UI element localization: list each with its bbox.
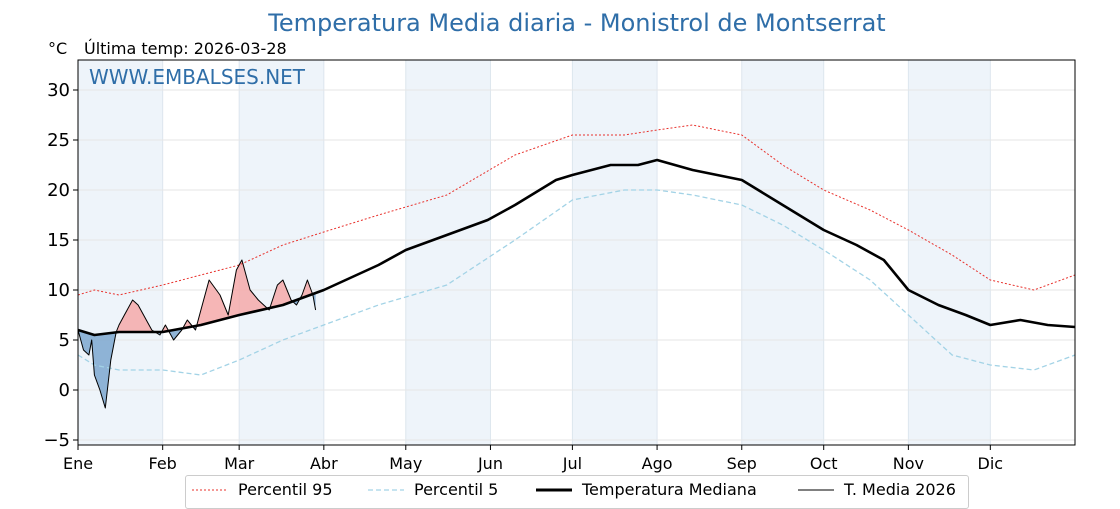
x-axis: Ene Feb Mar Abr May Jun Jul Ago Sep Oct Nov Dic [63,445,1003,473]
chart-title: Temperatura Media diaria - Monistrol de … [267,9,885,37]
y-tick-label: 10 [47,280,70,301]
x-tick-label: Sep [727,454,757,473]
legend-item-p95: Percentil 95 [192,480,333,499]
x-tick-label: Feb [149,454,177,473]
y-tick-label: 30 [47,80,70,101]
month-bands [78,60,990,445]
y-tick-label: 15 [47,230,70,251]
y-axis: −5 0 5 10 15 20 25 30 [43,80,78,451]
legend-swatch-median [536,484,572,496]
x-tick-label: May [389,454,422,473]
legend-label-median: Temperatura Mediana [582,480,757,499]
month-band-0 [78,60,163,445]
month-band-2 [239,60,324,445]
x-tick-label: Ago [642,454,673,473]
last-temp-label: Última temp: 2026-03-28 [84,39,287,58]
legend-swatch-current [798,484,834,496]
month-band-4 [406,60,491,445]
y-tick-label: −5 [43,430,70,451]
watermark: WWW.EMBALSES.NET [89,65,306,89]
x-tick-label: Mar [224,454,255,473]
month-band-8 [742,60,824,445]
legend-label-p95: Percentil 95 [238,480,333,499]
x-tick-label: Ene [63,454,93,473]
x-tick-label: Jun [477,454,503,473]
y-tick-label: 0 [59,380,70,401]
legend-label-current: T. Media 2026 [844,480,956,499]
y-tick-label: 25 [47,130,70,151]
month-band-6 [572,60,657,445]
month-band-10 [908,60,990,445]
legend-swatch-p5 [368,484,404,496]
x-tick-label: Nov [893,454,924,473]
legend-item-current: T. Media 2026 [798,480,956,499]
x-tick-label: Jul [562,454,582,473]
legend-item-p5: Percentil 5 [368,480,498,499]
legend-item-median: Temperatura Mediana [536,480,757,499]
x-tick-label: Oct [810,454,838,473]
temperature-chart: Temperatura Media diaria - Monistrol de … [0,0,1120,475]
x-tick-label: Dic [978,454,1004,473]
legend-swatch-p95 [192,484,228,496]
x-tick-label: Abr [310,454,338,473]
units-label: °C [48,39,67,58]
y-tick-label: 5 [59,330,70,351]
y-tick-label: 20 [47,180,70,201]
legend-label-p5: Percentil 5 [414,480,498,499]
legend: Percentil 95 Percentil 5 Temperatura Med… [185,475,969,509]
